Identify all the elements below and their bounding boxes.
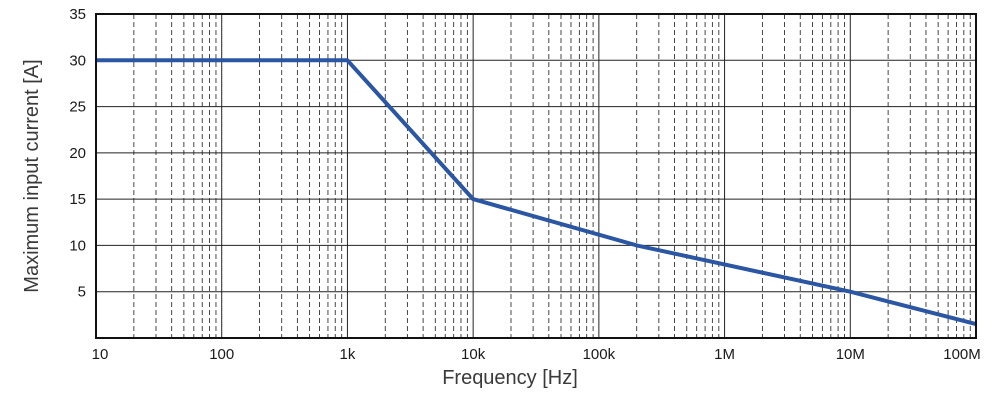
x-tick-label: 10k bbox=[461, 346, 486, 363]
series-layer bbox=[96, 58, 977, 327]
x-tick-label: 1M bbox=[714, 346, 735, 363]
y-axis-label: Maximum input current [A] bbox=[21, 59, 43, 292]
y-tick-labels: 5 10 15 20 25 30 35 bbox=[69, 6, 86, 301]
x-tick-label: 100M bbox=[943, 346, 981, 363]
y-tick-label: 20 bbox=[69, 145, 86, 162]
y-tick-label: 10 bbox=[69, 237, 86, 254]
y-tick-label: 25 bbox=[69, 99, 86, 116]
x-tick-label: 100 bbox=[209, 346, 234, 363]
plot-frame bbox=[95, 13, 977, 339]
x-tick-label: 100k bbox=[583, 346, 616, 363]
x-tick-label: 1k bbox=[340, 346, 356, 363]
y-tick-label: 35 bbox=[69, 6, 86, 23]
x-tick-label: 10 bbox=[92, 346, 109, 363]
x-tick-labels: 10 100 1k 10k 100k 1M 10M 100M bbox=[92, 346, 981, 363]
x-tick-label: 10M bbox=[836, 346, 865, 363]
minor-grid bbox=[133, 14, 971, 338]
x-axis-label: Frequency [Hz] bbox=[442, 367, 578, 389]
y-tick-label: 5 bbox=[78, 284, 86, 301]
y-tick-label: 15 bbox=[69, 191, 86, 208]
series-line bbox=[96, 58, 977, 327]
y-tick-label: 30 bbox=[69, 52, 86, 69]
